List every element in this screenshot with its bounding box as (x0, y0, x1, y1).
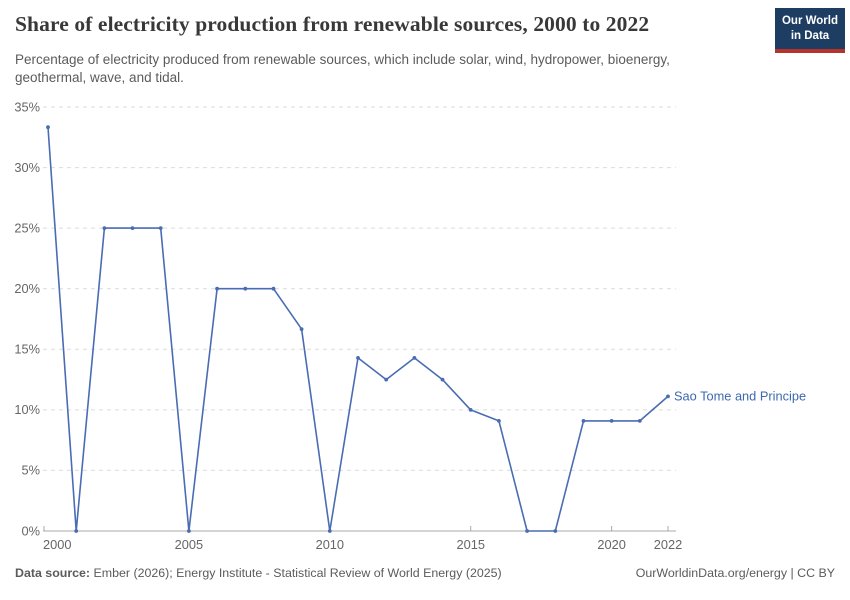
data-point[interactable] (637, 419, 642, 423)
data-point[interactable] (327, 529, 332, 533)
data-point[interactable] (440, 377, 445, 382)
data-point[interactable] (581, 419, 586, 423)
y-tick-label: 25% (14, 220, 40, 235)
data-point[interactable] (525, 529, 529, 533)
x-tick-label: 2000 (43, 537, 71, 552)
y-tick-label: 30% (14, 160, 40, 175)
data-point[interactable] (74, 529, 79, 533)
owid-logo-line2: in Data (790, 29, 830, 42)
data-point[interactable] (271, 286, 276, 291)
x-tick-label: 2010 (316, 537, 344, 552)
data-point[interactable] (666, 394, 670, 399)
data-point[interactable] (553, 529, 558, 533)
license-link[interactable]: OurWorldinData.org/energy | CC BY (635, 566, 835, 580)
chart-subtitle: Percentage of electricity produced from … (15, 52, 670, 85)
chart-footer: Data source: Ember (2026); Energy Instit… (15, 566, 835, 580)
data-point[interactable] (356, 356, 360, 360)
data-point[interactable] (158, 226, 163, 231)
data-point[interactable] (130, 226, 135, 231)
data-point[interactable] (497, 419, 501, 423)
y-tick-label: 20% (14, 281, 40, 296)
data-point[interactable] (215, 286, 220, 291)
data-point[interactable] (243, 286, 248, 291)
y-tick-label: 35% (14, 99, 40, 114)
x-tick-label: 2015 (456, 537, 484, 552)
chart-title: Share of electricity production from ren… (15, 12, 650, 36)
series-sao-tome-and-principe[interactable]: Sao Tome and Principe (46, 125, 806, 533)
datasource-text: Ember (2026); Energy Institute - Statist… (90, 566, 502, 580)
data-point[interactable] (46, 125, 50, 130)
y-tick-label: 0% (22, 523, 41, 538)
x-tick-label: 2005 (175, 537, 203, 552)
owid-logo-line1: Our World (781, 15, 838, 28)
data-point[interactable] (609, 419, 614, 423)
owid-logo[interactable]: Our World in Data (775, 8, 845, 53)
data-point[interactable] (299, 327, 304, 331)
entity-label[interactable]: Sao Tome and Principe (674, 389, 806, 404)
x-axis-labels: 2000 2005 2010 2015 2020 2022 (43, 526, 682, 552)
x-tick-label: 2020 (597, 537, 625, 552)
y-tick-label: 15% (14, 342, 40, 357)
gridlines (43, 106, 676, 471)
datasource-note: Data source: Ember (2026); Energy Instit… (15, 566, 502, 580)
data-point[interactable] (187, 529, 191, 533)
x-tick-label: 2022 (654, 537, 682, 552)
y-tick-label: 5% (22, 463, 41, 478)
data-point[interactable] (468, 408, 473, 412)
datasource-label: Data source: (15, 566, 91, 580)
data-point[interactable] (412, 356, 417, 360)
y-tick-label: 10% (14, 402, 40, 417)
data-point[interactable] (384, 377, 389, 382)
y-axis-labels: 0% 5% 10% 15% 20% 25% 30% 35% (14, 99, 40, 538)
data-point[interactable] (102, 226, 107, 231)
